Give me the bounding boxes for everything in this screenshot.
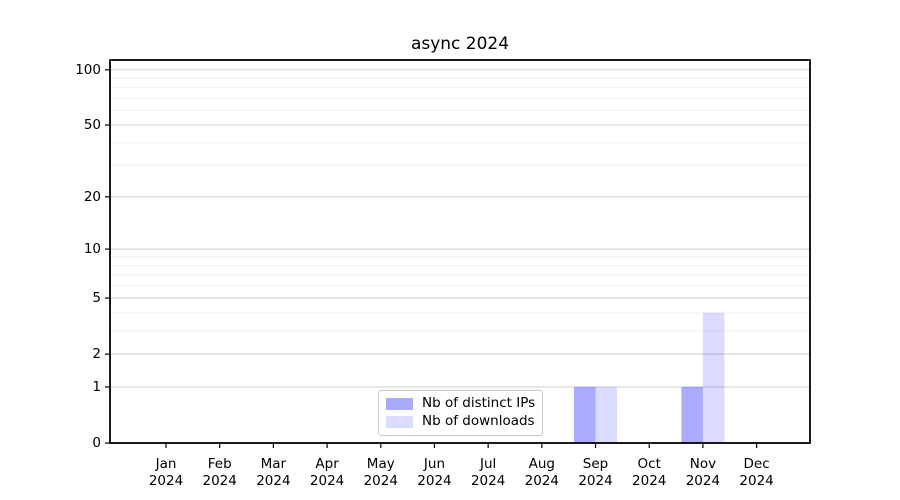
- x-tick-label-year: 2024: [578, 473, 612, 489]
- x-tick-label-month: Jan: [155, 456, 177, 472]
- legend-swatch-downloads: [386, 415, 413, 428]
- x-tick-label-month: Mar: [261, 456, 287, 472]
- x-tick-label-year: 2024: [364, 473, 398, 489]
- x-tick-label-year: 2024: [525, 473, 559, 489]
- bar: [702, 312, 725, 443]
- bar: [574, 386, 596, 443]
- legend-label-downloads: Nb of downloads: [422, 413, 535, 429]
- plot-background: [110, 60, 810, 443]
- x-tick-label-year: 2024: [686, 473, 720, 489]
- chart-title: async 2024: [410, 34, 510, 54]
- legend: Nb of distinct IPs Nb of downloads: [378, 390, 544, 436]
- x-tick-label-year: 2024: [149, 473, 183, 489]
- legend-label-distinct-ips: Nb of distinct IPs: [422, 395, 536, 411]
- y-tick-label: 20: [84, 189, 101, 205]
- x-tick-label-year: 2024: [471, 473, 505, 489]
- x-tick-label-month: Aug: [529, 456, 555, 472]
- x-tick-label-month: Sep: [583, 456, 608, 472]
- y-tick-label: 1: [92, 379, 101, 395]
- y-tick-label: 5: [92, 290, 101, 306]
- x-tick-label-year: 2024: [310, 473, 344, 489]
- x-tick-label-month: Nov: [690, 456, 716, 472]
- axes-spines: [109, 59, 811, 444]
- legend-item-distinct-ips: Nb of distinct IPs: [386, 395, 535, 412]
- x-tick-label-year: 2024: [203, 473, 237, 489]
- x-tick-label-month: Oct: [638, 456, 661, 472]
- y-tick-label: 0: [92, 435, 101, 451]
- legend-item-downloads: Nb of downloads: [386, 413, 535, 430]
- x-tick-label-year: 2024: [632, 473, 666, 489]
- legend-swatch-distinct-ips: [386, 397, 413, 410]
- bar: [681, 386, 703, 443]
- x-tick-label-month: Jul: [479, 456, 496, 472]
- x-tick-label-month: Apr: [315, 456, 339, 472]
- x-tick-label-month: Feb: [208, 456, 232, 472]
- y-tick-label: 50: [84, 117, 101, 133]
- x-tick-label-month: Jun: [423, 456, 445, 472]
- bar: [595, 386, 618, 443]
- x-tick-label-year: 2024: [256, 473, 290, 489]
- x-tick-label-year: 2024: [417, 473, 451, 489]
- x-tick-label-month: Dec: [744, 456, 770, 472]
- y-tick-label: 10: [84, 241, 101, 257]
- x-tick-label-month: May: [367, 456, 395, 472]
- y-tick-label: 100: [75, 62, 101, 78]
- x-tick-label-year: 2024: [739, 473, 773, 489]
- y-tick-label: 2: [92, 346, 101, 362]
